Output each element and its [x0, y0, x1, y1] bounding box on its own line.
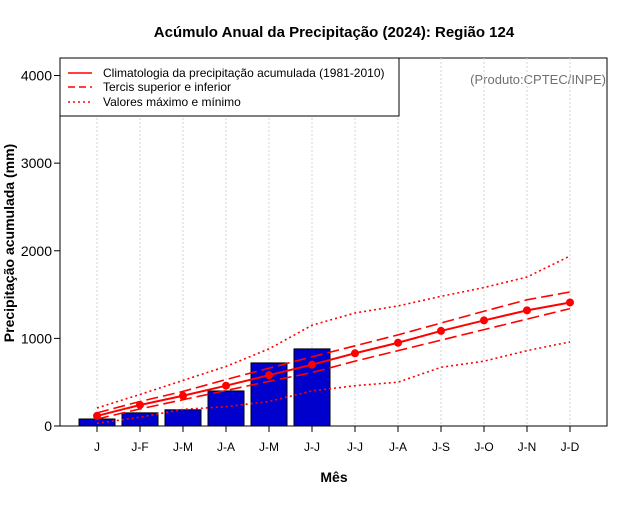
x-tick-label: J-J: [304, 440, 320, 454]
climatology-point: [222, 381, 230, 390]
climatology-point: [351, 349, 359, 358]
x-tick-label: J-M: [259, 440, 279, 454]
climatology-point: [523, 306, 531, 315]
x-axis-label: Mês: [320, 469, 347, 485]
climatology-point: [437, 326, 445, 335]
axes-layer: 0 1000 2000 3000 4000 J J-F J-M J-A J-M J-J J-J J-A J…: [21, 68, 580, 454]
x-tick-label: J-J: [347, 440, 363, 454]
legend-label-terciles: Tercis superior e inferior: [103, 80, 231, 94]
extreme-line: [96, 255, 571, 409]
y-tick-label: 0: [44, 418, 52, 434]
grid-layer: [96, 58, 571, 426]
y-axis-label: Precipitação acumulada (mm): [1, 144, 17, 342]
climatology-point: [308, 360, 316, 369]
y-tick-label: 4000: [21, 68, 52, 84]
y-tick-label: 3000: [21, 155, 52, 171]
climatology-point: [480, 316, 488, 325]
precip-bar: [164, 409, 202, 427]
climatology-point: [566, 298, 574, 307]
y-tick-label: 1000: [21, 330, 52, 346]
extreme-line: [96, 341, 571, 425]
tercile-line: [96, 307, 571, 420]
source-note: (Produto:CPTEC/INPE): [470, 72, 606, 87]
legend-label-maxmin: Valores máximo e mínimo: [103, 95, 241, 109]
x-tick-label: J-A: [389, 440, 407, 454]
lines-layer: [93, 255, 574, 425]
legend-box: [59, 57, 400, 117]
x-tick-label: J-A: [217, 440, 235, 454]
x-tick-label: J-F: [131, 440, 148, 454]
climatology-point: [136, 400, 144, 409]
climatology-point: [265, 371, 273, 380]
legend-label-climatology: Climatologia da precipitação acumulada (…: [103, 66, 385, 80]
x-tick-label: J-M: [173, 440, 193, 454]
x-tick-label: J-D: [561, 440, 580, 454]
climatology-line: [96, 301, 571, 417]
x-tick-label: J-O: [474, 440, 493, 454]
precip-bar: [250, 362, 288, 427]
climatology-point: [179, 391, 187, 400]
tercile-line: [96, 291, 571, 414]
chart-title: Acúmulo Anual da Precipitação (2024): Re…: [154, 24, 515, 41]
x-tick-label: J-N: [518, 440, 537, 454]
y-tick-label: 2000: [21, 243, 52, 259]
climatology-point: [394, 338, 402, 347]
x-tick-label: J-S: [432, 440, 450, 454]
precip-bar: [78, 418, 116, 427]
precip-bar: [207, 390, 245, 427]
legend: Climatologia da precipitação acumulada (…: [59, 57, 400, 117]
x-tick-label: J: [94, 440, 100, 454]
bars-layer: [78, 348, 331, 427]
